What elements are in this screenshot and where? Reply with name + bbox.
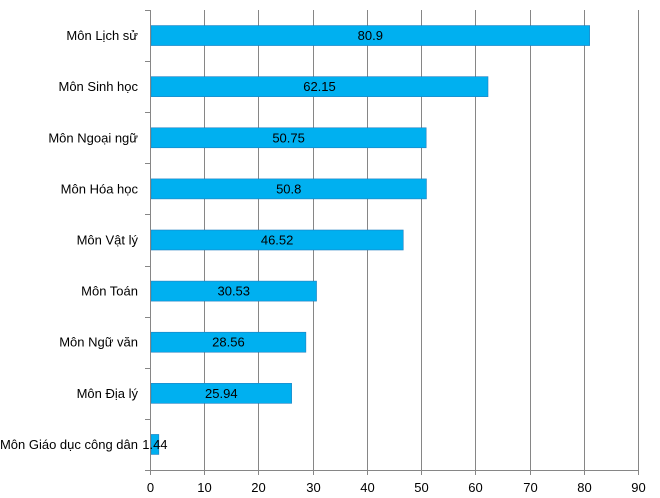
value-label: 62.15	[303, 79, 336, 94]
x-tick-label: 40	[360, 480, 374, 495]
category-label: Môn Hóa học	[61, 181, 139, 196]
category-label: Môn Địa lý	[77, 386, 139, 401]
category-label: Môn Lịch sử	[66, 28, 138, 43]
value-label: 46.52	[261, 233, 294, 248]
value-label: 50.75	[272, 130, 305, 145]
value-label: 28.56	[212, 335, 245, 350]
x-tick-label: 80	[577, 480, 591, 495]
value-label: 50.8	[276, 181, 301, 196]
category-label: Môn Ngoại ngữ	[48, 130, 138, 145]
value-label: 80.9	[358, 28, 383, 43]
value-label: 1.44	[142, 437, 167, 452]
x-tick-label: 90	[631, 480, 645, 495]
category-label: Môn Ngữ văn	[59, 335, 138, 350]
labels: 0 10 20 30 40 50 60 70 80 90 Môn Lịch sử 80.9 Môn Si…	[0, 28, 646, 495]
category-label: Môn Toán	[81, 284, 138, 299]
x-tick-label: 0	[147, 480, 154, 495]
value-label: 25.94	[205, 386, 238, 401]
category-label: Môn Giáo dục công dân	[0, 437, 138, 452]
axes	[145, 10, 639, 475]
category-label: Môn Vật lý	[77, 233, 139, 248]
x-tick-label: 20	[251, 480, 265, 495]
x-tick-label: 60	[468, 480, 482, 495]
x-tick-label: 50	[414, 480, 428, 495]
x-tick-label: 10	[197, 480, 211, 495]
x-tick-label: 70	[523, 480, 537, 495]
category-label: Môn Sinh học	[59, 79, 139, 94]
x-tick-label: 30	[306, 480, 320, 495]
value-label: 30.53	[217, 284, 250, 299]
